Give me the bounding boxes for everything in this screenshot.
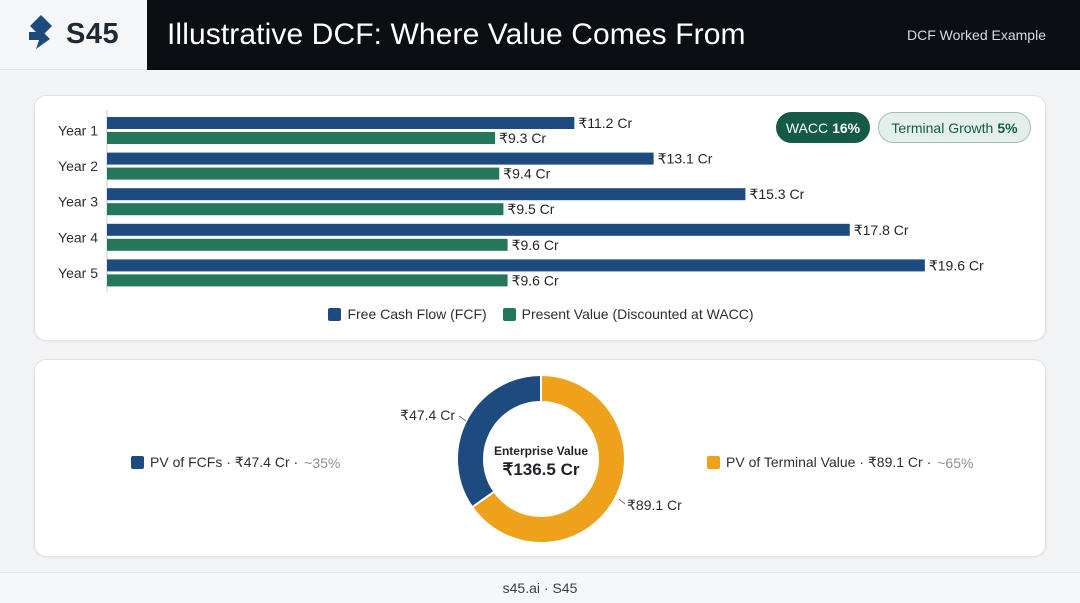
bar-fcf-year-1 <box>107 117 575 129</box>
donut-legend-pv-fcf: PV of FCFs · ₹47.4 Cr · ~35% <box>131 454 340 471</box>
bar-legend: Free Cash Flow (FCF) Present Value (Disc… <box>35 306 1047 322</box>
donut-legend-text-pv-fcf: PV of FCFs · ₹47.4 Cr · <box>150 454 299 470</box>
wacc-badge: WACC 16% <box>776 112 870 143</box>
page-title: Illustrative DCF: Where Value Comes From <box>167 18 746 51</box>
legend-item-fcf: Free Cash Flow (FCF) <box>328 306 487 322</box>
legend-label-fcf: Free Cash Flow (FCF) <box>347 306 487 322</box>
data-label-pv-year-3: ₹9.5 Cr <box>507 201 554 217</box>
legend-swatch-fcf <box>328 307 342 321</box>
data-label-pv-year-5: ₹9.6 Cr <box>512 272 559 288</box>
cash-flow-card: Year 1 ₹11.2 Cr ₹9.3 Cr Year 2 ₹13.1 Cr ₹9.4 … <box>34 95 1046 341</box>
data-label-fcf-year-2: ₹13.1 Cr <box>658 151 713 167</box>
donut-center-value: ₹136.5 Cr <box>503 460 580 479</box>
data-label-pv-year-4: ₹9.6 Cr <box>512 237 559 253</box>
leader-line-pv-fcf <box>458 415 467 422</box>
donut-value-label-pv-tv: ₹89.1 Cr <box>627 497 682 513</box>
donut-legend-share-pv-fcf: ~35% <box>304 454 341 471</box>
brand-name: S45 <box>66 18 120 50</box>
data-label-fcf-year-1: ₹11.2 Cr <box>578 115 632 131</box>
bar-pv-year-5 <box>107 274 508 287</box>
category-label-year-1: Year 1 <box>58 123 98 139</box>
category-label-year-4: Year 4 <box>58 229 98 245</box>
data-label-fcf-year-5: ₹19.6 Cr <box>929 257 984 273</box>
terminal-growth-value: 5% <box>997 119 1018 136</box>
wacc-label: WACC <box>785 119 829 136</box>
bar-fcf-year-4 <box>107 223 850 236</box>
enterprise-value-card: ₹47.4 Cr ₹89.1 Cr Enterprise Value ₹136.5 C… <box>34 359 1046 557</box>
bar-fcf-year-5 <box>107 259 925 272</box>
donut-legend-share-pv-tv: ~65% <box>937 454 974 471</box>
donut-legend-pv-tv: PV of Terminal Value · ₹89.1 Cr · ~65% <box>707 454 973 471</box>
legend-item-pv: Present Value (Discounted at WACC) <box>502 306 754 322</box>
wacc-value: 16% <box>832 119 861 136</box>
data-label-fcf-year-3: ₹15.3 Cr <box>749 186 804 202</box>
bar-pv-year-1 <box>107 132 496 144</box>
bar-pv-year-2 <box>107 167 500 180</box>
footer: s45.ai · S45 <box>0 572 1080 603</box>
donut-legend-text-pv-tv: PV of Terminal Value · ₹89.1 Cr · <box>726 454 932 470</box>
bar-fcf-year-3 <box>107 188 746 201</box>
donut-center-label: Enterprise Value <box>494 444 588 458</box>
leader-line-pv-tv <box>618 498 626 505</box>
data-label-fcf-year-4: ₹17.8 Cr <box>854 222 909 238</box>
title-bar: Illustrative DCF: Where Value Comes From… <box>147 0 1080 70</box>
bar-pv-year-3 <box>107 203 504 216</box>
donut-slice-pv-fcf <box>456 373 542 509</box>
enterprise-value-donut: ₹47.4 Cr ₹89.1 Cr Enterprise Value ₹136.5 C… <box>400 373 682 544</box>
bar-pv-year-4 <box>107 238 508 251</box>
header-tag: DCF Worked Example <box>906 27 1046 43</box>
donut-value-label-pv-fcf: ₹47.4 Cr <box>400 407 455 423</box>
terminal-growth-badge: Terminal Growth 5% <box>878 112 1031 143</box>
cash-flow-bar-chart: Year 1 ₹11.2 Cr ₹9.3 Cr Year 2 ₹13.1 Cr ₹9.4 … <box>58 110 984 292</box>
legend-swatch-pv <box>502 307 516 321</box>
terminal-growth-label: Terminal Growth <box>891 119 994 136</box>
logo-icon <box>24 13 58 56</box>
bar-fcf-year-2 <box>107 152 654 165</box>
data-label-pv-year-1: ₹9.3 Cr <box>499 130 546 146</box>
category-label-year-3: Year 3 <box>58 194 98 210</box>
donut-swatch-pv-fcf <box>131 456 144 469</box>
footer-text: s45.ai · S45 <box>502 580 578 596</box>
data-label-pv-year-2: ₹9.4 Cr <box>503 166 550 182</box>
donut-swatch-pv-tv <box>707 456 720 469</box>
category-label-year-2: Year 2 <box>58 158 98 174</box>
donut-slice-pv-tv <box>470 373 626 544</box>
header: S45 Illustrative DCF: Where Value Comes … <box>0 0 1080 70</box>
brand: S45 <box>0 0 147 70</box>
category-label-year-5: Year 5 <box>58 265 98 281</box>
legend-label-pv: Present Value (Discounted at WACC) <box>521 306 754 322</box>
